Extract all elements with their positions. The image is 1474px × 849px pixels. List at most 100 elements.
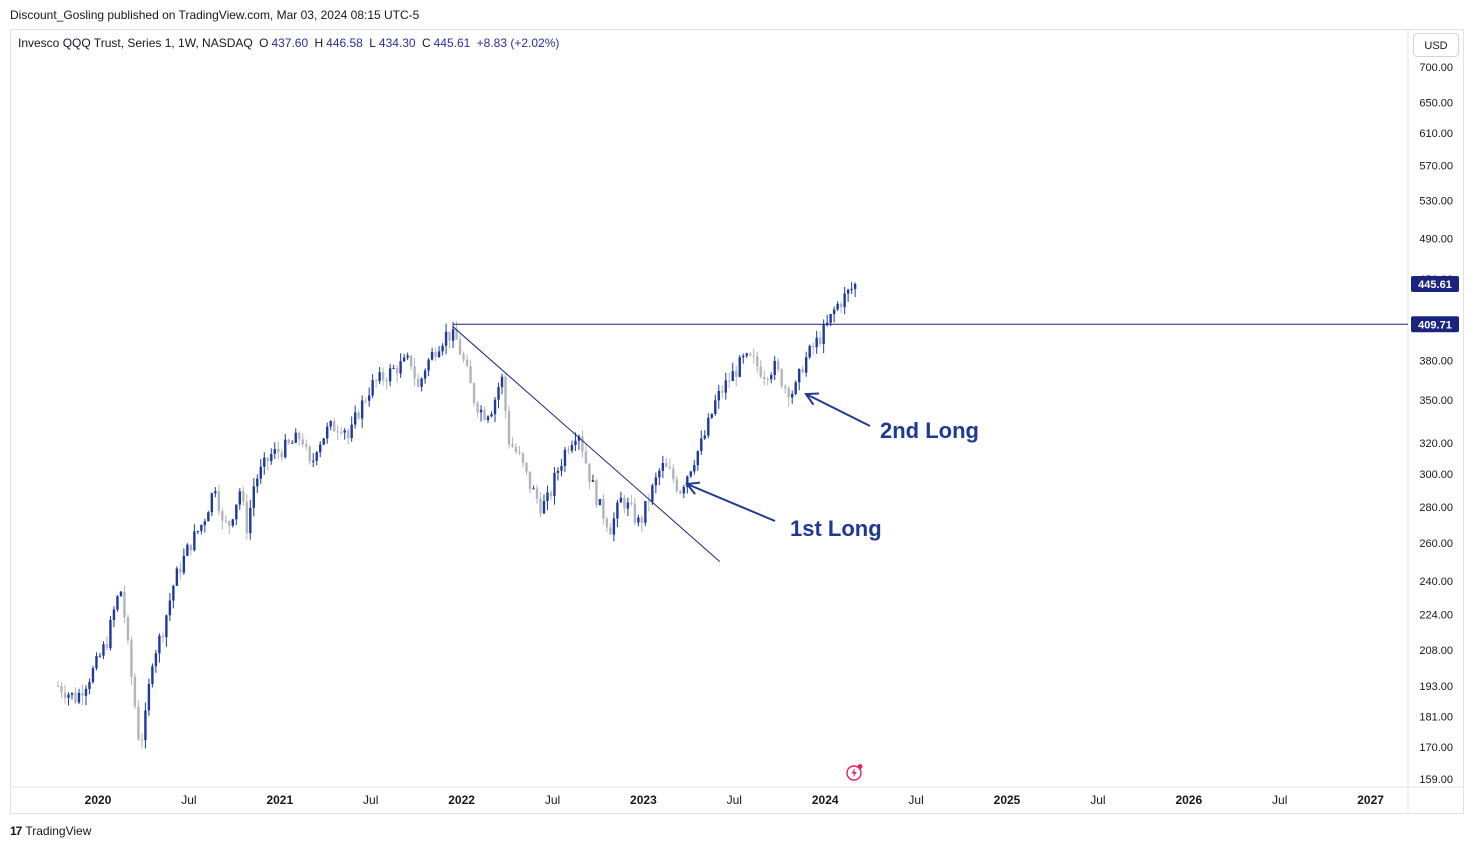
candle-body	[270, 453, 273, 462]
candle-body	[504, 376, 507, 412]
candle-body	[231, 519, 235, 526]
candle-body	[151, 666, 154, 685]
second-long-label[interactable]: 2nd Long	[880, 418, 979, 443]
time-tick-label: Jul	[1090, 793, 1105, 807]
currency-button[interactable]: USD	[1413, 33, 1459, 57]
candle-body	[479, 409, 483, 413]
candle-body	[490, 414, 493, 417]
candle-body	[256, 478, 259, 487]
price-axis[interactable]: 700.00650.00610.00570.00530.00490.00450.…	[1411, 62, 1459, 786]
candle-body	[315, 452, 318, 461]
candle-body	[574, 440, 577, 445]
time-tick-label: Jul	[181, 793, 196, 807]
time-tick-label: 2025	[994, 793, 1021, 807]
price-tick-label: 300.00	[1419, 469, 1453, 481]
candle-body	[165, 615, 168, 638]
candle-body	[238, 491, 242, 505]
candle-body	[291, 442, 294, 444]
candles	[56, 282, 857, 749]
price-tick-label: 650.00	[1419, 98, 1453, 110]
candle-body	[420, 378, 423, 387]
candle-body	[385, 380, 388, 382]
candle-body	[364, 400, 367, 402]
time-axis[interactable]: 2020 Jul 2021 Jul 2022 Jul 2023 Jul 2024 Jul 2025 J…	[85, 793, 1385, 807]
candle-body	[507, 411, 511, 445]
last-price-badge	[1411, 275, 1459, 292]
brand[interactable]: 17 TradingView	[10, 824, 91, 838]
candle-body	[521, 453, 525, 463]
candle-body	[759, 366, 762, 378]
candle-body	[322, 438, 325, 445]
price-tick-label: 280.00	[1419, 502, 1453, 514]
candle-body	[514, 446, 518, 453]
candle-body	[721, 390, 724, 393]
candle-body	[221, 511, 224, 521]
low-label: L	[369, 36, 376, 50]
candle-body	[182, 555, 186, 573]
tradingview-logo-icon: 17	[10, 824, 22, 838]
candle-body	[137, 706, 140, 740]
candle-body	[74, 692, 77, 703]
second-long-arrow[interactable]	[805, 393, 871, 427]
candle-body	[476, 403, 479, 413]
close-label: C	[421, 36, 431, 50]
high-label: H	[314, 36, 324, 50]
candle-body	[525, 462, 528, 472]
candle-body	[469, 365, 472, 384]
candle-body	[458, 339, 462, 355]
candle-body	[549, 492, 553, 497]
first-long-label[interactable]: 1st Long	[790, 516, 882, 541]
close-value: 445.61	[433, 36, 471, 50]
candle-body	[207, 512, 210, 522]
price-tick-label: 610.00	[1419, 128, 1453, 140]
candle-body	[175, 568, 179, 586]
candle-body	[378, 372, 381, 382]
candle-body	[434, 352, 437, 357]
candle-body	[749, 353, 752, 356]
downtrend-line[interactable]	[452, 325, 721, 562]
candle-body	[186, 544, 189, 556]
candle-body	[822, 324, 825, 344]
candle-body	[144, 710, 147, 741]
candle-body	[804, 357, 808, 373]
time-tick-label: 2027	[1357, 793, 1384, 807]
price-tick-label: 193.00	[1419, 681, 1453, 693]
flash-icon[interactable]	[845, 763, 863, 781]
candle-body	[228, 520, 231, 526]
candle-body	[588, 463, 591, 482]
candle-body	[423, 370, 427, 379]
time-tick-label: 2020	[85, 793, 112, 807]
candle-body	[161, 635, 165, 638]
candle-body	[553, 472, 556, 497]
candle-body	[333, 421, 336, 432]
candle-body	[105, 644, 109, 649]
candle-body	[850, 288, 853, 290]
candle-body	[651, 485, 654, 502]
drawings[interactable]: 1st Long 2nd Long	[452, 323, 1408, 562]
candle-body	[609, 527, 612, 535]
candle-body	[301, 439, 304, 445]
candle-body	[336, 431, 339, 433]
candle-body	[430, 352, 434, 360]
candle-body	[196, 530, 200, 532]
candle-body	[154, 653, 158, 667]
candle-body	[350, 424, 353, 439]
candle-body	[714, 400, 717, 414]
candle-body	[70, 692, 74, 695]
time-tick-label: 2023	[630, 793, 657, 807]
candle-body	[710, 413, 713, 418]
candle-body	[647, 501, 651, 503]
candle-body	[633, 503, 637, 523]
price-tick-label: 181.00	[1419, 712, 1453, 724]
candle-body	[784, 386, 787, 389]
candle-body	[679, 490, 682, 494]
first-long-arrow[interactable]	[686, 483, 776, 522]
candle-body	[686, 476, 689, 487]
candle-body	[63, 692, 67, 698]
candle-body	[818, 337, 822, 344]
candle-body	[388, 368, 392, 382]
candle-body	[353, 412, 357, 425]
candle-body	[126, 617, 130, 641]
candle-body	[598, 499, 602, 506]
